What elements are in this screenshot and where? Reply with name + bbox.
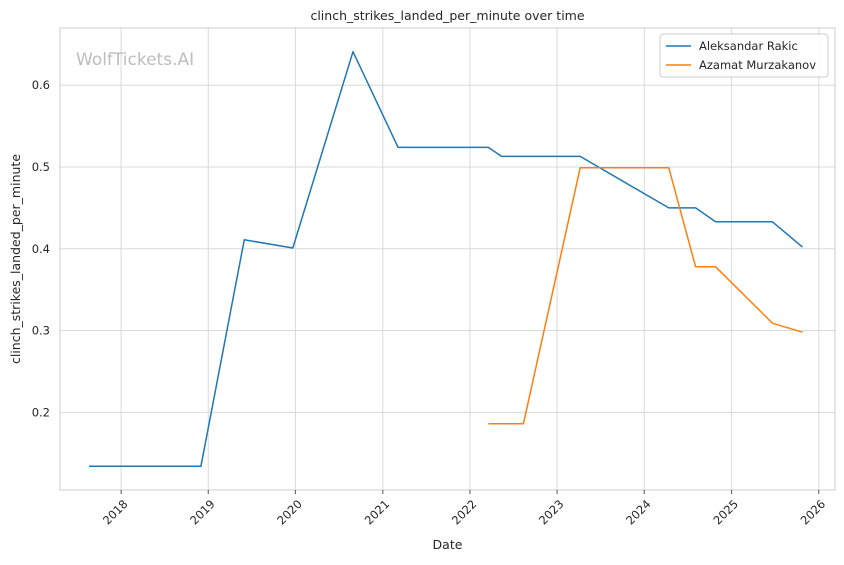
grid — [60, 28, 835, 490]
y-tick-label: 0.4 — [32, 242, 50, 256]
legend-label-murzakanov: Azamat Murzakanov — [699, 58, 816, 72]
chart-title: clinch_strikes_landed_per_minute over ti… — [310, 8, 584, 23]
y-tick-label: 0.3 — [32, 324, 50, 338]
legend: Aleksandar Rakic Azamat Murzakanov — [659, 33, 829, 78]
legend-label-rakic: Aleksandar Rakic — [699, 39, 798, 53]
plot-area — [60, 28, 835, 490]
tick-labels: 2018 2019 2020 2021 2022 2023 2024 2025 20260.20… — [32, 78, 829, 527]
y-tick-label: 0.6 — [32, 78, 50, 92]
series-layer — [89, 50, 803, 468]
y-axis-label: clinch_strikes_landed_per_minute — [8, 154, 23, 364]
legend-box — [659, 33, 829, 78]
series-line-0 — [89, 50, 803, 468]
plot-frame — [59, 27, 836, 491]
x-axis-label: Date — [433, 537, 463, 552]
watermark-text: WolfTickets.AI — [76, 50, 194, 70]
series-line-1 — [488, 167, 803, 425]
y-tick-label: 0.2 — [32, 405, 50, 419]
y-tick-label: 0.5 — [32, 160, 50, 174]
